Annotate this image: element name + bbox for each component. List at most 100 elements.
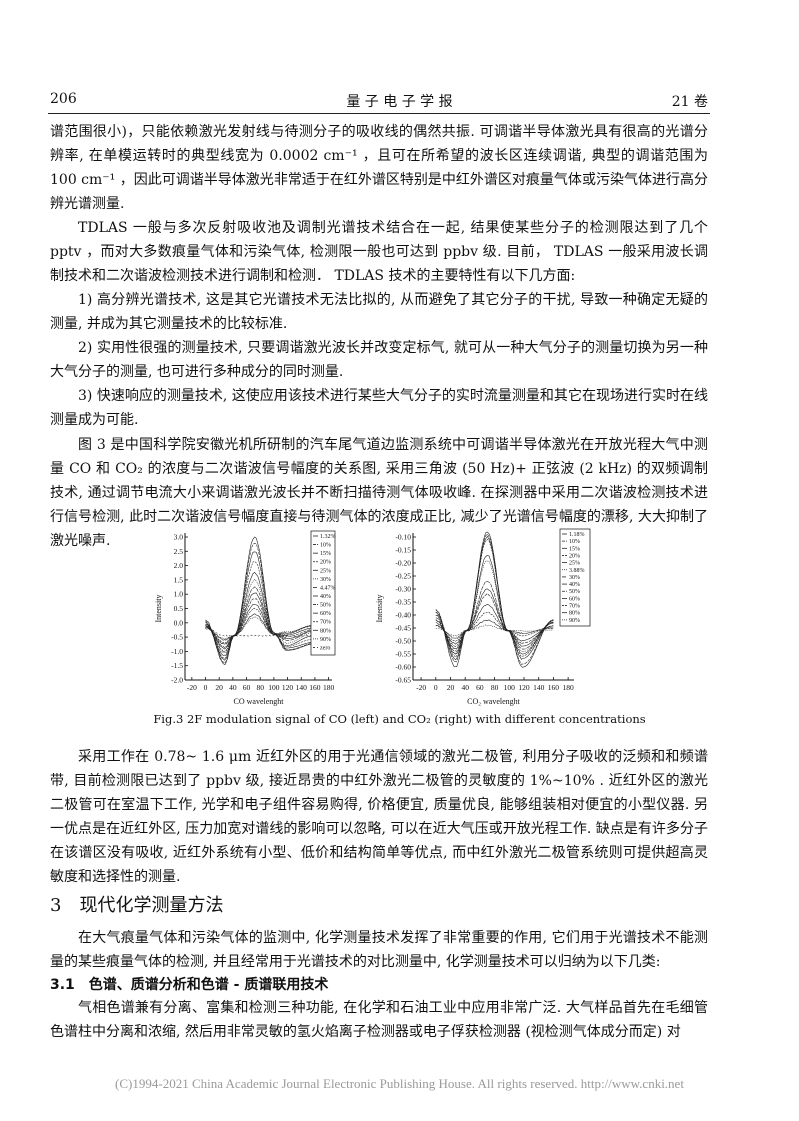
paragraph: 气相色谱兼有分离、富集和检测三种功能, 在化学和石油工业中应用非常广泛. 大气样… — [50, 1000, 708, 1040]
y-tick-label: -0.65 — [395, 676, 411, 685]
legend-box — [310, 530, 336, 656]
series-line — [205, 578, 315, 654]
legend-box — [559, 528, 591, 627]
legend-label: 15% — [320, 551, 331, 557]
series-line — [435, 538, 554, 658]
legend-label: 80% — [569, 611, 580, 617]
header-rule — [48, 113, 710, 114]
legend-label: 30% — [320, 577, 331, 583]
x-tick-label: 80 — [491, 683, 499, 692]
y-tick-label: 2.5 — [174, 547, 184, 556]
y-axis-label: Intensity — [375, 595, 384, 623]
copyright-footer: (C)1994-2021 China Academic Journal Elec… — [115, 1076, 684, 1091]
x-tick-label: 140 — [533, 683, 545, 692]
series-line — [205, 607, 315, 644]
legend-label: 10% — [569, 539, 580, 545]
series-line — [205, 571, 315, 656]
paragraph: 3) 快速响应的测量技术, 这使应用该技术进行某些大气分子的实时流量测量和其它在… — [50, 388, 708, 428]
paragraph: 1) 高分辨光谱技术, 这是其它光谱技术无法比拟的, 从而避免了其它分子的干扰,… — [50, 292, 708, 332]
y-tick-label: -2.0 — [171, 676, 183, 685]
series-line — [205, 592, 315, 650]
x-tick-label: -20 — [416, 683, 426, 692]
legend-label: 25% — [320, 568, 331, 574]
co2-chart: -0.10 -0.15 -0.20 -0.25 -0.30 -0.35 -0.40 -0.45… — [375, 528, 591, 706]
figure-caption: Fig.3 2F modulation signal of CO (left) … — [153, 712, 646, 726]
series-line — [205, 542, 315, 664]
x-tick-label: 180 — [323, 683, 335, 692]
x-tick-label: 120 — [518, 683, 530, 692]
legend-label: 50% — [569, 589, 580, 595]
legend-label: 30% — [569, 575, 580, 581]
series-line — [205, 628, 315, 637]
y-tick-label: 0.0 — [174, 618, 184, 627]
x-tick-label: 0 — [204, 683, 208, 692]
x-tick-label: 80 — [256, 683, 264, 692]
x-axis-label: CO₂ wavelenght — [467, 697, 521, 706]
legend-label: 90% — [320, 637, 331, 643]
y-tick-label: -0.25 — [395, 572, 411, 581]
legend-label: 3.88% — [569, 568, 585, 574]
legend-label: 1.18% — [569, 532, 585, 538]
paragraph: 图 3 是中国科学院安徽光机所研制的汽车尾气道边监测系统中可调谐半导体激光在开放… — [50, 437, 708, 549]
y-tick-label: -0.55 — [395, 650, 411, 659]
y-tick-label: -0.60 — [395, 663, 411, 672]
journal-title: 量 子 电 子 学 报 — [346, 94, 453, 110]
x-tick-label: 60 — [476, 683, 484, 692]
series-line — [435, 593, 554, 647]
legend-label: 70% — [320, 620, 331, 626]
legend-label: 50% — [320, 603, 331, 609]
legend-label: 60% — [320, 611, 331, 617]
series-line — [435, 560, 554, 655]
series-line — [435, 624, 554, 637]
series-line — [205, 603, 315, 645]
legend-label: 15% — [569, 546, 580, 552]
x-tick-label: 40 — [461, 683, 469, 692]
legend-label: 25% — [569, 561, 580, 567]
y-tick-label: -0.30 — [395, 585, 411, 594]
x-tick-label: 180 — [562, 683, 574, 692]
series-line — [205, 613, 315, 641]
volume-label: 21 卷 — [671, 94, 708, 110]
page-number: 206 — [50, 91, 77, 107]
x-tick-label: -20 — [187, 683, 197, 692]
series-line — [205, 536, 315, 665]
x-tick-label: 100 — [268, 683, 280, 692]
section-heading: 3 现代化学测量方法 — [50, 895, 224, 916]
subsection-heading: 3.1 色谱、质谱分析和色谱 - 质谱联用技术 — [50, 977, 329, 993]
y-axis-label: Intensity — [154, 595, 163, 623]
series-line — [435, 588, 554, 650]
y-tick-label: 1.5 — [174, 575, 184, 584]
y-tick-label: -0.10 — [395, 533, 411, 542]
x-tick-label: 160 — [309, 683, 321, 692]
legend-label: 40% — [320, 594, 331, 600]
series-line — [435, 555, 554, 655]
y-tick-label: -0.50 — [395, 637, 411, 646]
x-tick-label: 140 — [296, 683, 308, 692]
y-tick-label: 3.0 — [174, 533, 184, 542]
legend-label: 1.32% — [320, 534, 336, 540]
legend-label: 10% — [320, 543, 331, 549]
series-line — [205, 616, 315, 640]
y-tick-label: -0.40 — [395, 611, 411, 620]
y-tick-label: 1.0 — [174, 590, 184, 599]
y-tick-label: 2.0 — [174, 561, 184, 570]
paragraph: TDLAS 一般与多次反射吸收池及调制光谱技术结合在一起, 结果使某些分子的检测… — [50, 220, 708, 284]
y-tick-label: -1.5 — [171, 661, 183, 670]
legend-label: 60% — [569, 596, 580, 602]
legend-label: 20% — [569, 553, 580, 559]
series-line — [205, 598, 315, 649]
paragraph: 2) 实用性很强的测量技术, 只要调谐激光波长并改变定标气, 就可从一种大气分子… — [50, 340, 708, 380]
x-tick-label: 120 — [282, 683, 294, 692]
y-tick-label: -0.45 — [395, 624, 411, 633]
x-axis-label: CO wavelenght — [234, 697, 285, 706]
x-tick-label: 60 — [243, 683, 251, 692]
legend-label: 80% — [320, 628, 331, 634]
legend-label: zero — [320, 645, 330, 651]
x-tick-label: 20 — [447, 683, 455, 692]
series-line — [435, 533, 554, 665]
series-line — [435, 531, 554, 668]
series-line — [435, 581, 554, 652]
legend-label: 4.47% — [320, 585, 336, 591]
y-tick-label: -0.5 — [171, 633, 183, 642]
series-line — [435, 611, 554, 642]
